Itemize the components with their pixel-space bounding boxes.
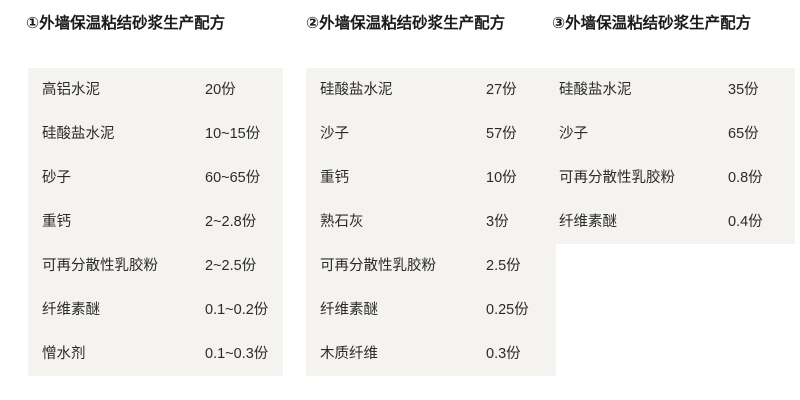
table-row: 高铝水泥 20份 xyxy=(28,68,283,112)
table-row: 硅酸盐水泥 27份 xyxy=(306,68,556,112)
table-row: 可再分散性乳胶粉 2~2.5份 xyxy=(28,244,283,288)
table-row: 熟石灰 3份 xyxy=(306,200,556,244)
table-row: 憎水剂 0.1~0.3份 xyxy=(28,332,283,376)
ingredient-name: 硅酸盐水泥 xyxy=(42,126,115,142)
ingredient-name: 沙子 xyxy=(559,126,588,142)
ingredient-amount: 0.1~0.2份 xyxy=(205,302,269,318)
ingredient-amount: 35份 xyxy=(728,82,759,98)
ingredient-amount: 10~15份 xyxy=(205,126,261,142)
ingredient-amount: 65份 xyxy=(728,126,759,142)
table-row: 重钙 2~2.8份 xyxy=(28,200,283,244)
ingredient-amount: 0.1~0.3份 xyxy=(205,346,269,362)
column-title-1: ①外墙保温粘结砂浆生产配方 xyxy=(26,15,226,32)
table-row: 硅酸盐水泥 10~15份 xyxy=(28,112,283,156)
ingredient-name: 纤维素醚 xyxy=(559,214,617,230)
table-row: 砂子 60~65份 xyxy=(28,156,283,200)
ingredient-amount: 57份 xyxy=(486,126,517,142)
ingredient-name: 木质纤维 xyxy=(320,346,378,362)
ingredient-amount: 0.3份 xyxy=(486,346,521,362)
ingredient-name: 硅酸盐水泥 xyxy=(559,82,632,98)
table-row: 可再分散性乳胶粉 2.5份 xyxy=(306,244,556,288)
formula-panel-2: 硅酸盐水泥 27份 沙子 57份 重钙 10份 熟石灰 3份 可再分散性乳胶粉 … xyxy=(306,68,556,376)
ingredient-amount: 2~2.5份 xyxy=(205,258,257,274)
ingredient-amount: 0.25份 xyxy=(486,302,529,318)
ingredient-name: 纤维素醚 xyxy=(42,302,100,318)
ingredient-name: 重钙 xyxy=(42,214,71,230)
ingredient-amount: 2~2.8份 xyxy=(205,214,257,230)
formula-column-2: ②外墙保温粘结砂浆生产配方 硅酸盐水泥 27份 沙子 57份 重钙 10份 熟石… xyxy=(296,0,556,400)
table-row: 硅酸盐水泥 35份 xyxy=(545,68,795,112)
column-title-2: ②外墙保温粘结砂浆生产配方 xyxy=(306,15,506,32)
ingredient-name: 重钙 xyxy=(320,170,349,186)
table-row: 重钙 10份 xyxy=(306,156,556,200)
ingredient-name: 憎水剂 xyxy=(42,346,86,362)
table-row: 纤维素醚 0.4份 xyxy=(545,200,795,244)
ingredient-amount: 2.5份 xyxy=(486,258,521,274)
table-row: 沙子 65份 xyxy=(545,112,795,156)
ingredient-amount: 10份 xyxy=(486,170,517,186)
ingredient-name: 砂子 xyxy=(42,170,71,186)
ingredient-name: 沙子 xyxy=(320,126,349,142)
table-row: 可再分散性乳胶粉 0.8份 xyxy=(545,156,795,200)
ingredient-amount: 27份 xyxy=(486,82,517,98)
ingredient-amount: 0.8份 xyxy=(728,170,763,186)
ingredient-name: 高铝水泥 xyxy=(42,82,100,98)
table-row: 纤维素醚 0.1~0.2份 xyxy=(28,288,283,332)
ingredient-amount: 3份 xyxy=(486,214,509,230)
ingredient-name: 可再分散性乳胶粉 xyxy=(320,258,436,274)
ingredient-name: 纤维素醚 xyxy=(320,302,378,318)
ingredient-name: 熟石灰 xyxy=(320,214,364,230)
ingredient-name: 可再分散性乳胶粉 xyxy=(42,258,158,274)
formula-panel-1: 高铝水泥 20份 硅酸盐水泥 10~15份 砂子 60~65份 重钙 2~2.8… xyxy=(28,68,283,376)
ingredient-amount: 0.4份 xyxy=(728,214,763,230)
ingredient-name: 硅酸盐水泥 xyxy=(320,82,393,98)
table-row: 木质纤维 0.3份 xyxy=(306,332,556,376)
column-title-3: ③外墙保温粘结砂浆生产配方 xyxy=(552,15,752,32)
formula-column-1: ①外墙保温粘结砂浆生产配方 高铝水泥 20份 硅酸盐水泥 10~15份 砂子 6… xyxy=(0,0,283,400)
ingredient-name: 可再分散性乳胶粉 xyxy=(559,170,675,186)
table-row: 纤维素醚 0.25份 xyxy=(306,288,556,332)
ingredient-amount: 20份 xyxy=(205,82,236,98)
table-row: 沙子 57份 xyxy=(306,112,556,156)
ingredient-amount: 60~65份 xyxy=(205,170,261,186)
formula-panel-3: 硅酸盐水泥 35份 沙子 65份 可再分散性乳胶粉 0.8份 纤维素醚 0.4份 xyxy=(545,68,795,244)
formula-column-3: ③外墙保温粘结砂浆生产配方 硅酸盐水泥 35份 沙子 65份 可再分散性乳胶粉 … xyxy=(545,0,800,400)
